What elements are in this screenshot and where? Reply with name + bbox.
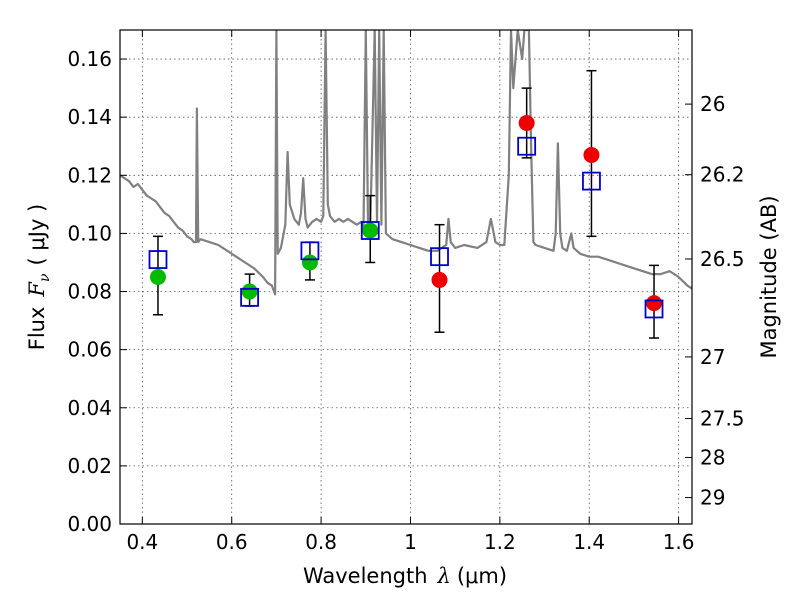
data-point-circle xyxy=(646,295,663,312)
y2-axis-label: Magnitude (AB) xyxy=(757,195,781,358)
data-point-circle xyxy=(362,222,379,239)
x-tick-label: 1.4 xyxy=(573,530,605,554)
model-point-square xyxy=(644,299,664,319)
y-tick-label: 0.10 xyxy=(67,221,112,245)
markers xyxy=(148,114,664,319)
ticks: 0.4 0.6 0.8 1 1.2 1.4 1.6 0.00 0.02 0.04 0.06 0.08 0… xyxy=(67,30,745,554)
y2-tick-label: 29 xyxy=(700,486,725,510)
y-axis-label: Flux Fν ( μJy ) xyxy=(25,204,53,350)
y-axis-label-symbol: F xyxy=(25,281,49,298)
y2-tick-label: 26.5 xyxy=(700,247,745,271)
x-axis-label-symbol: λ xyxy=(437,564,451,588)
y-tick-label: 0.14 xyxy=(67,105,112,129)
x-tick-label: 1.6 xyxy=(663,530,695,554)
model-point-square xyxy=(430,247,449,267)
y2-tick-label: 27 xyxy=(700,345,725,369)
spectrum-line xyxy=(120,30,692,296)
y-tick-label: 0.16 xyxy=(67,47,112,71)
data-point-circle xyxy=(149,269,166,285)
x-tick-label: 0.4 xyxy=(126,530,158,554)
x-tick-label: 1.2 xyxy=(484,530,516,554)
y-tick-label: 0.08 xyxy=(67,280,112,304)
x-axis-label-unit: (μm) xyxy=(457,564,507,588)
model-point-square xyxy=(148,250,168,269)
data-point-circle xyxy=(583,146,600,163)
y-tick-label: 0.04 xyxy=(67,396,112,420)
y-tick-label: 0.02 xyxy=(67,454,112,478)
model-point-square xyxy=(300,241,320,261)
model-point-square xyxy=(517,136,537,156)
data-point-circle xyxy=(431,271,448,288)
y2-tick-label: 26 xyxy=(700,92,725,116)
data-point-circle xyxy=(518,114,535,131)
y-tick-label: 0.00 xyxy=(67,512,112,536)
x-tick-label: 0.8 xyxy=(305,530,337,554)
y-axis-label-text: Flux xyxy=(25,307,49,351)
x-axis-label-text: Wavelength xyxy=(303,564,428,588)
y-axis-label-unit: ( μJy ) xyxy=(25,204,49,266)
model-point-square xyxy=(582,171,601,191)
data-point-circle xyxy=(241,283,258,300)
x-axis-label: Wavelength λ (μm) xyxy=(303,564,507,588)
y2-tick-label: 28 xyxy=(700,445,725,469)
plot-frame xyxy=(119,29,693,525)
spectrum-layer xyxy=(120,30,692,296)
y-tick-label: 0.06 xyxy=(67,338,112,362)
y-axis-label-subscript: ν xyxy=(37,273,53,282)
y2-tick-label: 27.5 xyxy=(700,407,745,431)
model-point-square xyxy=(240,287,259,307)
x-tick-label: 1 xyxy=(404,530,417,554)
x-tick-label: 0.6 xyxy=(216,530,248,554)
y2-tick-label: 26.2 xyxy=(700,163,745,187)
y-tick-label: 0.12 xyxy=(67,163,112,187)
data-point-circle xyxy=(301,254,318,271)
model-point-square xyxy=(360,221,380,240)
